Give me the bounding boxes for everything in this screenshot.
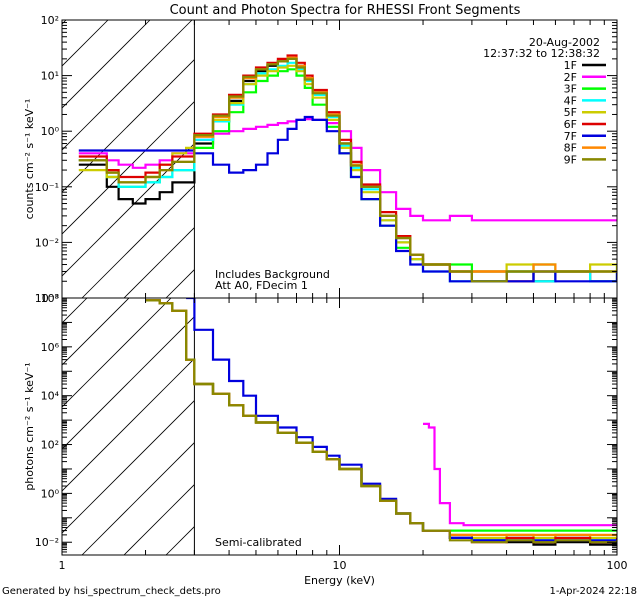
footer-timestamp: 1-Apr-2024 22:18 (550, 586, 637, 597)
legend-label: 2F (564, 71, 577, 84)
hatch-line (0, 298, 3, 555)
hatch-line (62, 20, 109, 67)
y-tick-label: 10¹ (41, 70, 59, 83)
photon-spectrum-panel: 1 10 100 10⁻² 10⁰ 10² 10⁴ 10⁶ 10⁸ photons cm⁻² s⁻… (0, 292, 640, 587)
series-line-3F (145, 299, 617, 532)
hatch-line (62, 400, 195, 534)
hatch-line (460, 20, 640, 298)
hatch-line (62, 298, 172, 408)
hatch-line (62, 316, 195, 450)
y-tick-label: 10⁻¹ (35, 181, 59, 194)
y-tick-label: 10⁰ (41, 487, 60, 500)
hatch-line (62, 298, 130, 366)
hatch-line (62, 20, 151, 109)
hatch-line (123, 227, 195, 298)
y-tick-label: 10⁴ (41, 390, 60, 403)
hatch-line (62, 20, 193, 151)
hatch-line (62, 101, 195, 235)
legend-label: 1F (564, 59, 577, 72)
y-tick-label: 10⁰ (41, 125, 60, 138)
series-line-6F (78, 54, 617, 283)
legend-label: 8F (564, 142, 577, 155)
hatch-line (460, 298, 640, 555)
hatch-line (292, 20, 570, 298)
y-tick-label: 10² (41, 439, 59, 452)
axes-frame (61, 19, 618, 299)
series-line-9F (78, 57, 617, 283)
x-tick-label: 10 (333, 559, 347, 572)
y-axis-label: counts cm⁻² s⁻¹ keV⁻¹ (23, 99, 36, 220)
y-tick-label: 10² (41, 14, 59, 27)
series-line-4F (145, 299, 617, 542)
x-tick-label: 1 (59, 559, 66, 572)
hatch-line (376, 298, 633, 555)
hatched-region (0, 298, 640, 555)
series-line-6F (145, 299, 617, 544)
hatch-line (62, 358, 195, 492)
hatch-line (208, 20, 486, 298)
annotation-text: Semi-calibrated (215, 536, 302, 549)
series-line-2F (423, 422, 617, 527)
hatch-line (62, 143, 195, 277)
footer-generated-by: Generated by hsi_spectrum_check_dets.pro (2, 586, 221, 597)
hatched-region (0, 20, 640, 298)
series-line-5F (145, 299, 617, 539)
legend-label: 6F (564, 118, 577, 131)
hatch-line (62, 59, 195, 193)
series-line-9F (145, 299, 617, 544)
hatch-line (123, 484, 195, 555)
hatch-line (208, 298, 465, 555)
series-line-1F (145, 299, 617, 546)
hatch-line (334, 298, 591, 555)
hatch-line (292, 298, 549, 555)
axes-frame (61, 297, 618, 556)
y-tick-label: 10⁸ (41, 292, 60, 305)
series-line-7F (186, 298, 617, 542)
x-axis-label: Energy (keV) (304, 574, 375, 587)
chart-title: Count and Photon Spectra for RHESSI Fron… (170, 3, 521, 18)
hatch-line (418, 20, 640, 298)
hatch-line (0, 20, 24, 298)
y-tick-label: 10⁶ (41, 341, 60, 354)
annotation-text: Att A0, FDecim 1 (215, 279, 308, 292)
annotation-text: 12:37:32 to 12:38:32 (483, 47, 600, 60)
legend-label: 5F (564, 106, 577, 119)
annotation-text: Includes Background (215, 268, 330, 281)
hatch-line (81, 185, 195, 298)
hatch-line (81, 442, 195, 555)
legend-label: 4F (564, 94, 577, 107)
count-spectrum-panel: 10⁻³ 10⁻² 10⁻¹ 10⁰ 10¹ 10² counts cm⁻² s⁻¹ keV… (0, 14, 640, 305)
x-tick-label: 100 (607, 559, 628, 572)
hatch-line (62, 298, 88, 324)
legend-label: 3F (564, 83, 577, 96)
legend-label: 7F (564, 130, 577, 143)
y-tick-label: 10⁻² (35, 536, 59, 549)
annotation-text: 20-Aug-2002 (529, 36, 600, 49)
series-group (145, 298, 617, 546)
legend-label: 9F (564, 153, 577, 166)
hatch-line (418, 298, 640, 555)
y-tick-label: 10⁻² (35, 236, 59, 249)
y-tick-label: 10⁻³ (35, 292, 59, 305)
series-group (78, 54, 617, 283)
y-axis-label: photons cm⁻² s⁻¹ keV⁻¹ (23, 362, 36, 490)
